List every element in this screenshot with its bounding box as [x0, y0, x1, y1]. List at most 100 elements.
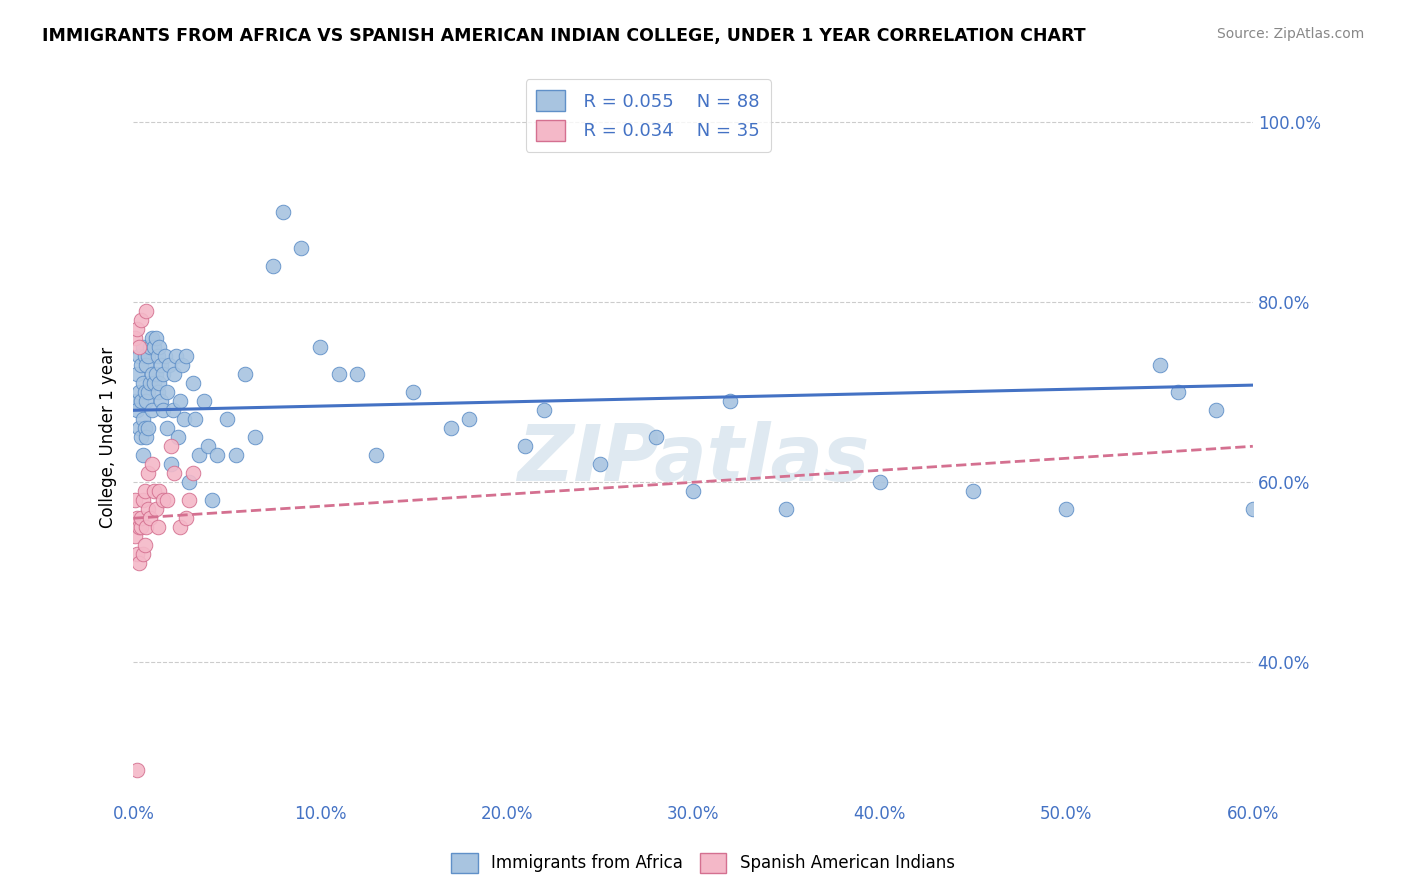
Point: [1241, 502, 1264, 516]
Point: [153, 349, 176, 363]
Point: [159, 457, 181, 471]
Point: [124, 331, 146, 345]
Point: [262, 260, 284, 274]
Point: [174, 511, 197, 525]
Point: [136, 502, 159, 516]
Point: [128, 556, 150, 570]
Point: [225, 448, 247, 462]
Legend: Immigrants from Africa, Spanish American Indians: Immigrants from Africa, Spanish American…: [444, 847, 962, 880]
Point: [135, 394, 157, 409]
Point: [129, 520, 152, 534]
Point: [187, 448, 209, 462]
Point: [150, 394, 173, 409]
Point: [207, 448, 229, 462]
Point: [131, 448, 153, 462]
Point: [145, 368, 167, 382]
Point: [682, 484, 704, 499]
Point: [129, 359, 152, 373]
Point: [129, 430, 152, 444]
Point: [125, 403, 148, 417]
Point: [131, 412, 153, 426]
Point: [1167, 385, 1189, 400]
Legend:   R = 0.055    N = 88,   R = 0.034    N = 35: R = 0.055 N = 88, R = 0.034 N = 35: [526, 79, 770, 152]
Point: [152, 493, 174, 508]
Point: [169, 394, 191, 409]
Point: [402, 385, 425, 400]
Point: [169, 520, 191, 534]
Point: [129, 313, 152, 327]
Point: [125, 547, 148, 561]
Point: [142, 376, 165, 391]
Point: [124, 529, 146, 543]
Point: [134, 349, 156, 363]
Point: [156, 385, 179, 400]
Point: [181, 376, 204, 391]
Point: [125, 763, 148, 777]
Point: [136, 421, 159, 435]
Point: [515, 439, 537, 453]
Point: [179, 475, 201, 490]
Point: [271, 205, 294, 219]
Point: [135, 520, 157, 534]
Point: [197, 439, 219, 453]
Point: [125, 322, 148, 336]
Point: [131, 547, 153, 561]
Point: [135, 430, 157, 444]
Point: [173, 412, 195, 426]
Point: [129, 511, 152, 525]
Point: [162, 403, 184, 417]
Point: [134, 421, 156, 435]
Point: [152, 368, 174, 382]
Point: [233, 368, 256, 382]
Point: [145, 331, 167, 345]
Text: ZIPatlas: ZIPatlas: [517, 421, 869, 497]
Point: [181, 467, 204, 481]
Point: [128, 340, 150, 354]
Text: IMMIGRANTS FROM AFRICA VS SPANISH AMERICAN INDIAN COLLEGE, UNDER 1 YEAR CORRELAT: IMMIGRANTS FROM AFRICA VS SPANISH AMERIC…: [42, 27, 1085, 45]
Point: [124, 394, 146, 409]
Point: [128, 349, 150, 363]
Point: [131, 376, 153, 391]
Point: [589, 457, 612, 471]
Point: [142, 484, 165, 499]
Point: [364, 448, 387, 462]
Point: [159, 439, 181, 453]
Point: [131, 493, 153, 508]
Point: [243, 430, 266, 444]
Point: [215, 412, 238, 426]
Point: [129, 394, 152, 409]
Point: [328, 368, 350, 382]
Point: [125, 511, 148, 525]
Point: [533, 403, 555, 417]
Y-axis label: College, Under 1 year: College, Under 1 year: [100, 347, 117, 528]
Point: [146, 349, 169, 363]
Point: [869, 475, 891, 490]
Point: [134, 538, 156, 552]
Point: [163, 467, 186, 481]
Point: [136, 349, 159, 363]
Point: [290, 241, 312, 255]
Point: [139, 376, 162, 391]
Point: [131, 340, 153, 354]
Point: [146, 385, 169, 400]
Point: [165, 349, 187, 363]
Point: [156, 421, 179, 435]
Point: [148, 484, 170, 499]
Point: [1054, 502, 1077, 516]
Point: [1149, 359, 1171, 373]
Point: [1205, 403, 1227, 417]
Point: [201, 493, 224, 508]
Point: [142, 340, 165, 354]
Point: [962, 484, 984, 499]
Point: [125, 368, 148, 382]
Point: [718, 394, 741, 409]
Point: [150, 359, 173, 373]
Point: [141, 403, 163, 417]
Point: [184, 412, 207, 426]
Point: [141, 457, 163, 471]
Point: [775, 502, 797, 516]
Point: [141, 368, 163, 382]
Point: [167, 430, 190, 444]
Point: [128, 520, 150, 534]
Point: [136, 385, 159, 400]
